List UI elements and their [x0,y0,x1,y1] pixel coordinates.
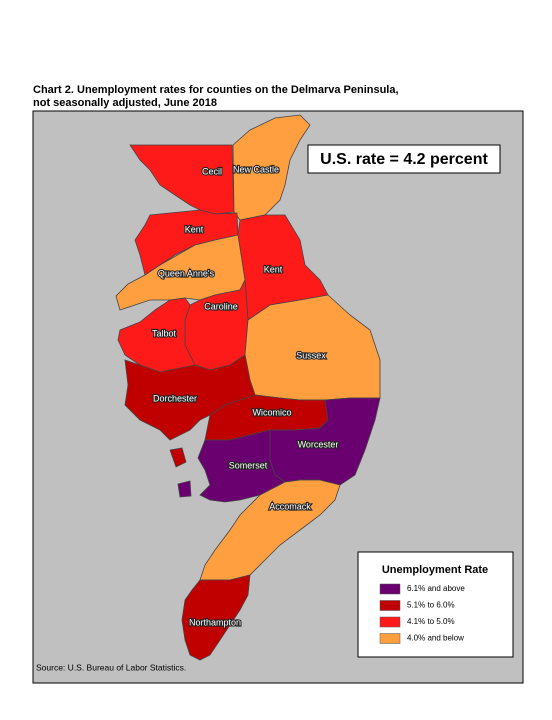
county-label: Caroline [204,301,238,311]
legend-swatch [379,583,401,595]
legend-swatch [379,616,401,628]
legend-label: 5.1% to 6.0% [407,601,455,610]
county-label: Dorchester [153,393,197,403]
source: Source: U.S. Bureau of Labor Statistics. [36,662,186,672]
legend-label: 4.1% to 5.0% [407,617,455,626]
county-label: Somerset [229,460,268,470]
legend-swatch [379,600,401,611]
county-label: Sussex [296,350,326,360]
legend-label: 6.1% and above [407,584,465,593]
us-rate-note: U.S. rate = 4.2 percent [320,151,488,168]
note-box [307,144,501,174]
county-label: Kent [185,224,204,234]
county-shape [177,480,192,498]
legend-label: 4.0% and below [407,634,464,643]
county-label: Accomack [269,501,311,511]
title-line: Chart 2. Unemployment rates for counties… [33,84,399,96]
county-label: Wicomico [252,407,291,417]
legend-title: Unemployment Rate [382,564,488,576]
county-label: Talbot [152,328,177,338]
county-label: Worcester [298,439,339,449]
county-label: Queen Anne's [158,268,215,278]
county-shape [169,447,187,468]
county-label: New Castle [233,164,279,174]
county-label: Northampton [189,617,241,627]
county-shape [181,574,251,661]
county-label: Kent [264,264,283,274]
title-line: not seasonally adjusted, June 2018 [33,97,217,109]
legend-swatch [379,633,401,644]
county-label: Cecil [202,166,222,176]
county-shape [134,209,239,276]
county-shape [117,297,196,373]
county-shape [199,479,341,581]
